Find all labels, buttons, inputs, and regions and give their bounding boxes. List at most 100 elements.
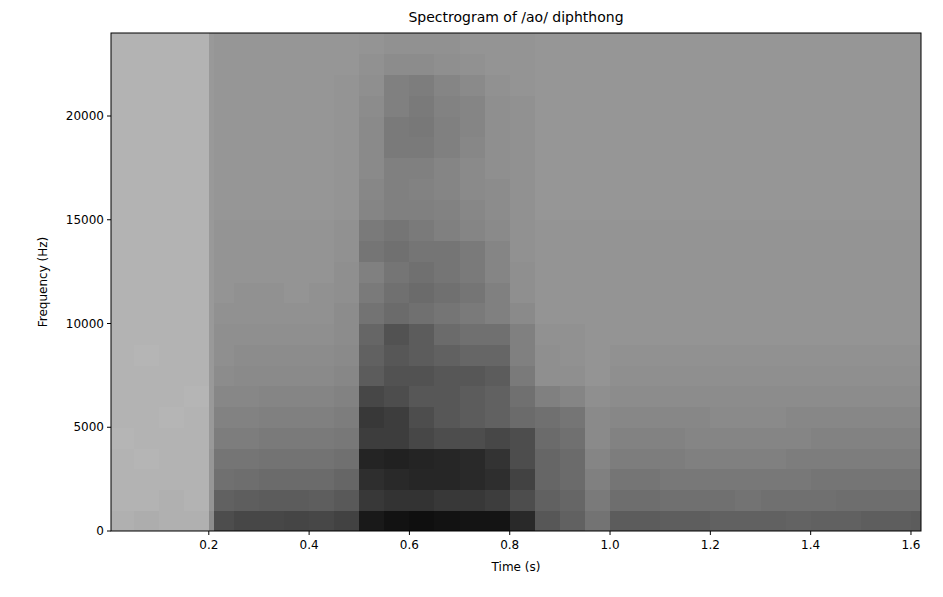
cell: [836, 75, 862, 96]
cell: [886, 261, 912, 282]
cell: [811, 158, 837, 179]
cell: [836, 282, 862, 303]
cell: [685, 220, 711, 241]
cell: [861, 324, 887, 345]
cell: [485, 178, 511, 199]
cell: [836, 303, 862, 324]
cell: [560, 448, 586, 469]
cell: [560, 220, 586, 241]
cell: [761, 282, 787, 303]
cell: [761, 448, 787, 469]
cell: [610, 427, 636, 448]
cell: [735, 344, 761, 365]
cell: [214, 178, 235, 199]
cell: [409, 199, 435, 220]
cell: [861, 137, 887, 158]
cell: [660, 427, 686, 448]
cell: [886, 33, 912, 54]
cell: [510, 324, 536, 345]
cell: [334, 427, 360, 448]
cell: [761, 137, 787, 158]
cell: [710, 510, 736, 531]
cell: [134, 324, 160, 345]
cell: [384, 54, 410, 75]
cell: [384, 324, 410, 345]
cell: [284, 324, 310, 345]
y-tick: [107, 323, 111, 324]
cell: [359, 469, 385, 490]
cell: [836, 199, 862, 220]
cell: [861, 241, 887, 262]
cell: [510, 490, 536, 511]
y-tick: [107, 427, 111, 428]
cell: [560, 510, 586, 531]
cell: [259, 241, 285, 262]
cell: [134, 365, 160, 386]
cell: [786, 95, 812, 116]
cell: [610, 220, 636, 241]
cell: [585, 448, 611, 469]
cell: [535, 158, 561, 179]
cell: [911, 386, 921, 407]
cell: [209, 261, 215, 282]
cell: [214, 386, 235, 407]
cell: [159, 344, 185, 365]
cell: [660, 407, 686, 428]
cell: [635, 324, 661, 345]
cell: [635, 75, 661, 96]
cell: [359, 75, 385, 96]
cell: [535, 427, 561, 448]
cell: [334, 137, 360, 158]
cell: [535, 303, 561, 324]
cell: [409, 33, 435, 54]
cell: [685, 33, 711, 54]
cell: [309, 469, 335, 490]
cell: [811, 220, 837, 241]
cell: [159, 241, 185, 262]
cell: [234, 75, 260, 96]
cell: [159, 33, 185, 54]
cell: [309, 282, 335, 303]
cell: [660, 469, 686, 490]
cell: [434, 407, 460, 428]
cell: [434, 158, 460, 179]
cell: [111, 137, 134, 158]
cell: [685, 261, 711, 282]
cell: [685, 490, 711, 511]
cell: [585, 490, 611, 511]
cell: [334, 407, 360, 428]
cell: [134, 386, 160, 407]
cell: [610, 344, 636, 365]
cell: [911, 33, 921, 54]
cell: [861, 469, 887, 490]
cell: [209, 510, 215, 531]
cell: [359, 220, 385, 241]
cell: [660, 344, 686, 365]
cell: [111, 490, 134, 511]
cell: [761, 158, 787, 179]
cell: [184, 448, 210, 469]
cell: [786, 178, 812, 199]
cell: [610, 33, 636, 54]
cell: [214, 407, 235, 428]
cell: [811, 116, 837, 137]
cell: [836, 220, 862, 241]
cell: [735, 510, 761, 531]
cell: [510, 344, 536, 365]
y-tick-label: 0: [96, 524, 104, 538]
x-tick: [910, 531, 911, 535]
cell: [409, 137, 435, 158]
cell: [460, 303, 486, 324]
cell: [510, 282, 536, 303]
cell: [886, 510, 912, 531]
cell: [359, 178, 385, 199]
cell: [111, 54, 134, 75]
cell: [214, 427, 235, 448]
cell: [184, 469, 210, 490]
cell: [485, 386, 511, 407]
cell: [510, 303, 536, 324]
cell: [485, 137, 511, 158]
cell: [434, 303, 460, 324]
cell: [309, 427, 335, 448]
cell: [786, 448, 812, 469]
